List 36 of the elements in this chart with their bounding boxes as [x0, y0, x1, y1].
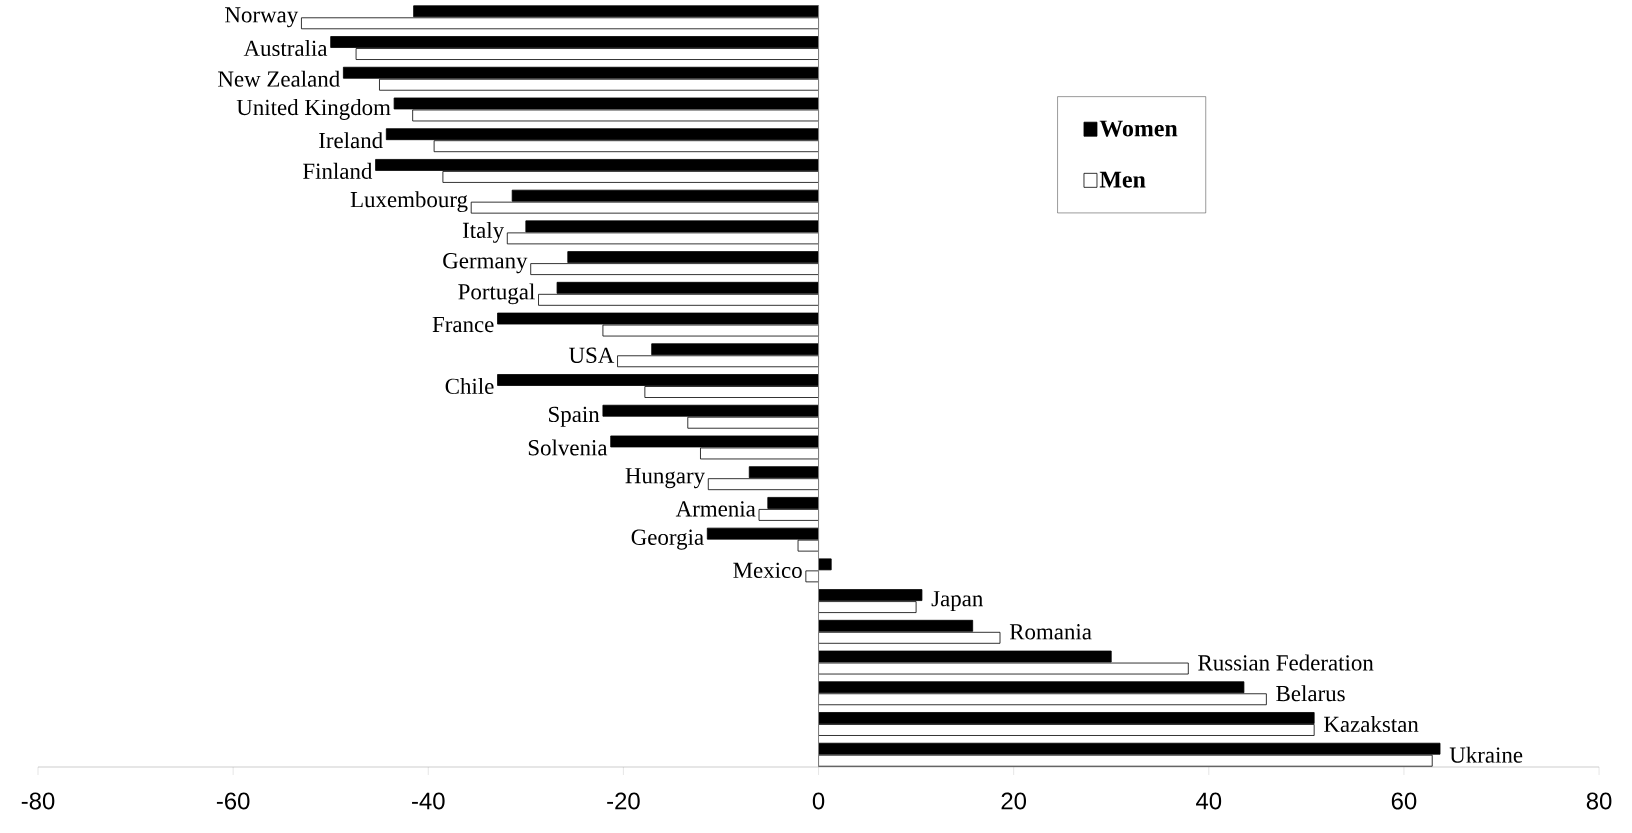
y-tick-label: Portugal [458, 283, 535, 305]
legend-label: Men [1099, 171, 1146, 188]
y-tick-label: Romania [1009, 624, 1092, 640]
y-tick-label: Kazakstan [1324, 715, 1419, 733]
x-tick-label: -80 [21, 792, 55, 810]
y-tick-label: Ireland [319, 132, 383, 149]
y-tick-label: Australia [243, 39, 328, 57]
y-tick-label: Russian Federation [1198, 654, 1374, 671]
y-tick-label: United Kingdom [236, 99, 391, 120]
y-tick-label: Chile [445, 377, 494, 395]
y-tick-label: Mexico [733, 562, 802, 579]
y-tick-label: France [432, 316, 494, 333]
x-tick-label: 0 [812, 792, 825, 810]
y-tick-label: Georgia [631, 529, 704, 550]
x-tick-label: 40 [1196, 792, 1222, 810]
x-tick-label: -60 [216, 792, 250, 810]
y-tick-label: Hungary [625, 468, 705, 489]
y-tick-label: Ukraine [1449, 746, 1523, 763]
x-tick-label: 20 [1001, 792, 1027, 810]
y-tick-label: Luxembourg [350, 191, 468, 213]
y-tick-label: Armenia [675, 501, 756, 517]
y-tick-label: Finland [303, 162, 373, 179]
x-tick-label: 60 [1391, 792, 1417, 810]
y-tick-label: Italy [462, 221, 505, 243]
y-tick-label: New Zealand [218, 70, 340, 87]
x-tick-label: -20 [607, 792, 640, 810]
x-tick-label: -40 [412, 792, 445, 810]
y-tick-label: Spain [549, 406, 600, 427]
y-tick-label: Belarus [1276, 685, 1345, 702]
x-tick-label: 80 [1586, 792, 1612, 810]
y-tick-label: Norway [225, 7, 299, 28]
y-tick-label: Solvenia [528, 439, 608, 456]
y-tick-label: USA [568, 347, 615, 363]
legend-label: Women [1099, 120, 1178, 137]
y-tick-label: Germany [443, 253, 528, 274]
y-tick-label: Japan [931, 591, 983, 612]
